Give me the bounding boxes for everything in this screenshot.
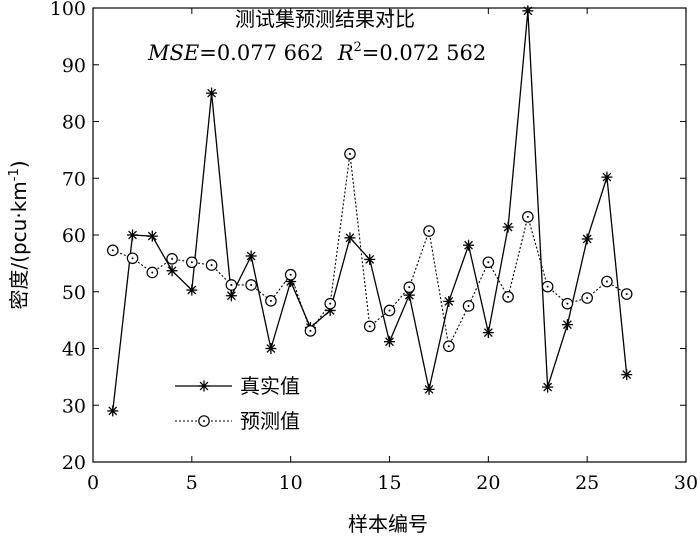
axes-group: 0 5 10 15 20 25 30 20 30 40 50 60 70 80 90 100 — [50, 0, 698, 494]
point-predicted — [601, 275, 613, 288]
y-tick-label: 20 — [62, 452, 86, 474]
x-tick-label: 5 — [186, 472, 198, 494]
legend-asterisk — [198, 380, 210, 392]
point-actual — [581, 233, 593, 245]
point-predicted — [522, 211, 534, 223]
point-predicted — [126, 252, 139, 265]
point-actual — [443, 295, 455, 307]
point-predicted — [284, 268, 297, 281]
r2-label: R — [337, 41, 354, 65]
y-tick-label: 90 — [62, 55, 86, 77]
point-predicted — [462, 300, 475, 312]
point-predicted — [225, 279, 238, 291]
chart-title: 测试集预测结果对比 — [235, 7, 415, 31]
y-axis-label: 密度/(pcu·km-1) — [7, 160, 31, 309]
x-tick-label: 15 — [377, 472, 401, 494]
point-predicted — [403, 281, 416, 294]
series-line-predicted — [112, 153, 627, 348]
series-markers — [106, 5, 633, 417]
point-actual — [344, 232, 356, 244]
point-actual — [621, 369, 633, 381]
point-predicted — [363, 320, 376, 333]
y-tick-label: 80 — [62, 112, 86, 134]
point-actual — [522, 5, 534, 17]
point-predicted — [482, 256, 495, 269]
legend-marker-predicted-dot — [203, 420, 205, 422]
point-actual — [561, 319, 573, 331]
legend-label-actual: 真实值 — [240, 374, 300, 398]
legend-marker-actual — [198, 380, 210, 392]
point-predicted — [265, 295, 277, 307]
point-actual — [482, 327, 494, 339]
point-predicted — [442, 340, 455, 353]
mse-value: =0.077 662 — [199, 41, 323, 65]
y-tick-label: 70 — [62, 168, 86, 190]
point-predicted — [620, 288, 633, 300]
series-line-actual — [112, 10, 628, 411]
point-predicted — [541, 280, 554, 293]
point-actual — [384, 336, 395, 348]
point-actual — [463, 239, 475, 251]
point-actual — [107, 405, 119, 417]
point-predicted — [502, 291, 514, 303]
point-actual — [166, 265, 178, 277]
r2-superscript: 2 — [354, 40, 362, 55]
point-actual — [502, 221, 514, 233]
x-tick-label: 20 — [476, 472, 500, 494]
y-tick-label: 40 — [62, 339, 86, 361]
point-actual — [423, 383, 435, 395]
point-predicted — [186, 256, 198, 269]
y-tick-label: 60 — [62, 225, 86, 247]
plot-frame — [92, 7, 687, 463]
point-actual — [364, 253, 376, 265]
point-predicted — [423, 225, 435, 237]
mse-label: MSE — [147, 41, 199, 65]
chart-metrics: MSE=0.077 662 R2=0.072 562 — [147, 40, 486, 65]
point-predicted — [581, 292, 593, 304]
x-tick-label: 30 — [674, 472, 698, 494]
r2-value: =0.072 562 — [362, 41, 486, 65]
x-tick-label: 10 — [279, 472, 303, 494]
series-lines — [112, 10, 628, 411]
y-tick-label: 30 — [62, 395, 86, 417]
point-predicted — [383, 304, 396, 317]
point-actual — [265, 343, 277, 354]
y-axis-label-main: 密度/(pcu·km — [7, 181, 31, 309]
point-actual — [245, 250, 257, 262]
point-actual — [146, 230, 158, 242]
point-predicted — [245, 279, 257, 291]
x-axis-label: 样本编号 — [348, 512, 428, 536]
point-predicted — [344, 148, 356, 160]
point-actual — [542, 381, 554, 393]
point-predicted — [166, 253, 178, 265]
x-tick-label: 25 — [575, 472, 599, 494]
point-actual — [127, 229, 139, 241]
point-predicted — [106, 244, 119, 257]
y-tick-label: 50 — [62, 282, 86, 304]
y-axis-label-sup: -1 — [7, 168, 22, 181]
x-tick-label: 0 — [87, 472, 99, 494]
point-actual — [206, 87, 218, 99]
y-tick-label: 100 — [50, 0, 86, 20]
legend-label-predicted: 预测值 — [240, 409, 300, 433]
point-predicted — [324, 297, 336, 310]
point-predicted — [304, 325, 317, 337]
point-actual — [186, 284, 198, 296]
y-axis-label-end: ) — [7, 160, 31, 168]
point-predicted — [561, 297, 574, 310]
point-actual — [225, 290, 237, 302]
point-actual — [601, 171, 613, 183]
point-predicted — [205, 259, 218, 271]
point-predicted — [146, 266, 159, 279]
legend: 真实值 预测值 — [175, 374, 300, 433]
